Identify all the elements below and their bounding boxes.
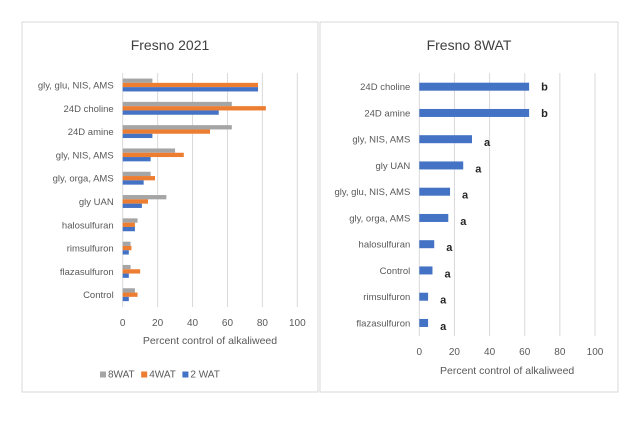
category-label: 24D choline — [64, 104, 114, 115]
bar-2-wat — [122, 180, 144, 185]
bar-8wat — [122, 288, 135, 293]
bar-value — [419, 161, 464, 170]
category-label: gly UAN — [375, 161, 410, 172]
significance-letter: b — [541, 108, 548, 120]
x-tick-label: 60 — [222, 318, 234, 329]
bar-4wat — [122, 129, 210, 134]
legend-label: 8WAT — [108, 370, 135, 381]
category-label: 24D amine — [68, 127, 114, 138]
x-tick-label: 0 — [120, 318, 126, 329]
significance-letter: a — [484, 137, 491, 149]
significance-letter: a — [475, 163, 482, 175]
x-tick-label: 20 — [152, 318, 164, 329]
bar-2-wat — [122, 226, 135, 232]
x-tick-label: 40 — [484, 347, 496, 358]
category-label: Control — [83, 290, 114, 301]
category-label: Control — [380, 266, 411, 277]
bar-8wat — [122, 101, 232, 107]
category-label: rimsulfuron — [67, 244, 114, 255]
bar-8wat — [122, 241, 131, 246]
category-label: gly, orga, AMS — [53, 174, 114, 185]
x-tick-label: 80 — [257, 318, 269, 329]
significance-letter: a — [444, 268, 451, 280]
x-tick-label: 40 — [187, 318, 199, 329]
bar-2-wat — [122, 296, 129, 302]
bar-2-wat — [122, 87, 259, 92]
category-label: gly, glu, NIS, AMS — [38, 81, 114, 92]
bar-value — [419, 266, 433, 275]
legend-label: 2 WAT — [190, 370, 219, 381]
category-label: 24D choline — [360, 82, 410, 93]
x-tick-label: 60 — [519, 347, 531, 358]
category-label: halosulfuran — [359, 240, 411, 251]
legend-swatch — [182, 371, 189, 378]
bar-4wat — [122, 269, 141, 274]
bar-4wat — [122, 245, 132, 251]
bar-value — [419, 292, 429, 301]
x-tick-label: 20 — [449, 347, 461, 358]
legend-swatch — [141, 371, 148, 378]
bar-8wat — [122, 78, 153, 83]
category-label: gly, NIS, AMS — [352, 135, 410, 146]
significance-letter: a — [440, 295, 447, 307]
significance-letter: a — [460, 216, 467, 228]
bar-8wat — [122, 148, 176, 153]
significance-letter: a — [440, 321, 447, 333]
x-tick-label: 80 — [554, 347, 566, 358]
bar-2-wat — [122, 203, 142, 208]
legend-swatch — [100, 371, 106, 378]
category-label: gly, orga, AMS — [349, 213, 410, 224]
x-tick-label: 100 — [587, 347, 604, 358]
bar-4wat — [122, 82, 259, 88]
chart-title: Fresno 2021 — [131, 37, 210, 53]
bar-4wat — [122, 176, 156, 181]
bar-value — [419, 108, 530, 117]
bar-value — [419, 318, 429, 327]
bar-value — [419, 82, 530, 91]
bar-8wat — [122, 195, 167, 200]
chart-panel-border — [319, 21, 619, 393]
x-tick-label: 0 — [417, 347, 423, 358]
bar-8wat — [122, 264, 131, 270]
bar-4wat — [122, 152, 184, 158]
significance-letter: a — [446, 242, 453, 254]
significance-letter: a — [462, 190, 469, 202]
bar-2-wat — [122, 157, 151, 162]
bar-value — [419, 213, 449, 222]
category-label: halosulfuran — [62, 220, 114, 231]
category-label: flazasulfuron — [60, 267, 114, 278]
bar-4wat — [122, 222, 135, 227]
category-label: gly, glu, NIS, AMS — [334, 187, 410, 198]
bar-4wat — [122, 106, 266, 111]
bar-2-wat — [122, 273, 129, 278]
bar-value — [419, 135, 473, 144]
bar-8wat — [122, 218, 138, 223]
bar-4wat — [122, 199, 149, 204]
category-label: gly UAN — [79, 197, 114, 208]
x-axis-label: Percent control of alkaliweed — [143, 335, 277, 347]
bar-8wat — [122, 125, 232, 130]
x-axis-label: Percent control of alkaliweed — [440, 365, 574, 377]
category-label: flazasulfuron — [356, 318, 410, 329]
bar-value — [419, 240, 435, 249]
x-tick-label: 100 — [289, 318, 306, 329]
chart-title: Fresno 8WAT — [427, 37, 512, 53]
bar-value — [419, 187, 451, 196]
category-label: 24D amine — [364, 108, 410, 119]
bar-2-wat — [122, 110, 219, 115]
bar-4wat — [122, 292, 138, 297]
legend-label: 4WAT — [149, 370, 176, 381]
bar-2-wat — [122, 250, 129, 255]
category-label: gly, NIS, AMS — [56, 150, 114, 161]
bar-2-wat — [122, 133, 153, 139]
category-label: rimsulfuron — [363, 292, 410, 303]
significance-letter: b — [541, 82, 548, 94]
bar-8wat — [122, 171, 151, 177]
